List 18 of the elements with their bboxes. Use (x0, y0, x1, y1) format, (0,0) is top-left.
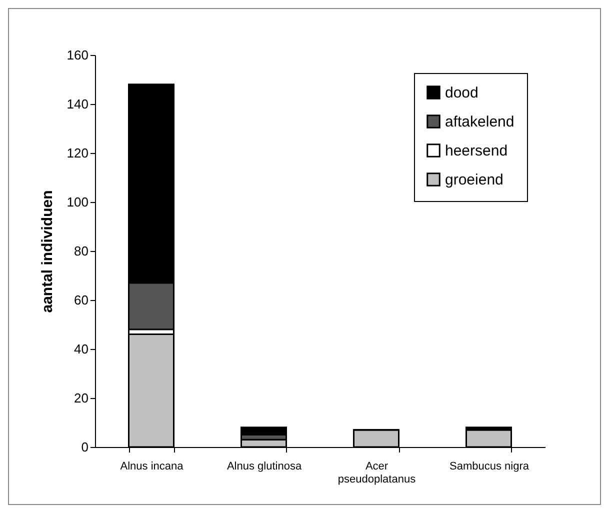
y-tick-label: 60 (74, 292, 88, 308)
y-tick-label: 100 (66, 194, 88, 210)
y-tick-label: 0 (81, 440, 88, 454)
y-tick-label: 40 (74, 342, 88, 356)
legend-label: dood (445, 84, 478, 102)
y-tick-label: 20 (74, 390, 88, 406)
y-tick-label: 80 (74, 244, 88, 258)
y-tick-label: 140 (66, 96, 88, 112)
legend-label: groeiend (445, 172, 504, 188)
y-axis-title: aantal individuen (38, 190, 56, 313)
y-tick-label: 160 (66, 48, 88, 62)
y-tick-label: 120 (66, 146, 88, 160)
legend-label: heersend (445, 142, 508, 160)
x-tick-label: Sambucus nigra (450, 460, 530, 472)
legend-label: aftakelend (445, 114, 514, 130)
x-tick-label: Alnus incana (120, 460, 184, 472)
x-tick-label: Acer pseudoplatanus (338, 460, 416, 486)
x-tick-label: Alnus glutinosa (226, 460, 302, 472)
